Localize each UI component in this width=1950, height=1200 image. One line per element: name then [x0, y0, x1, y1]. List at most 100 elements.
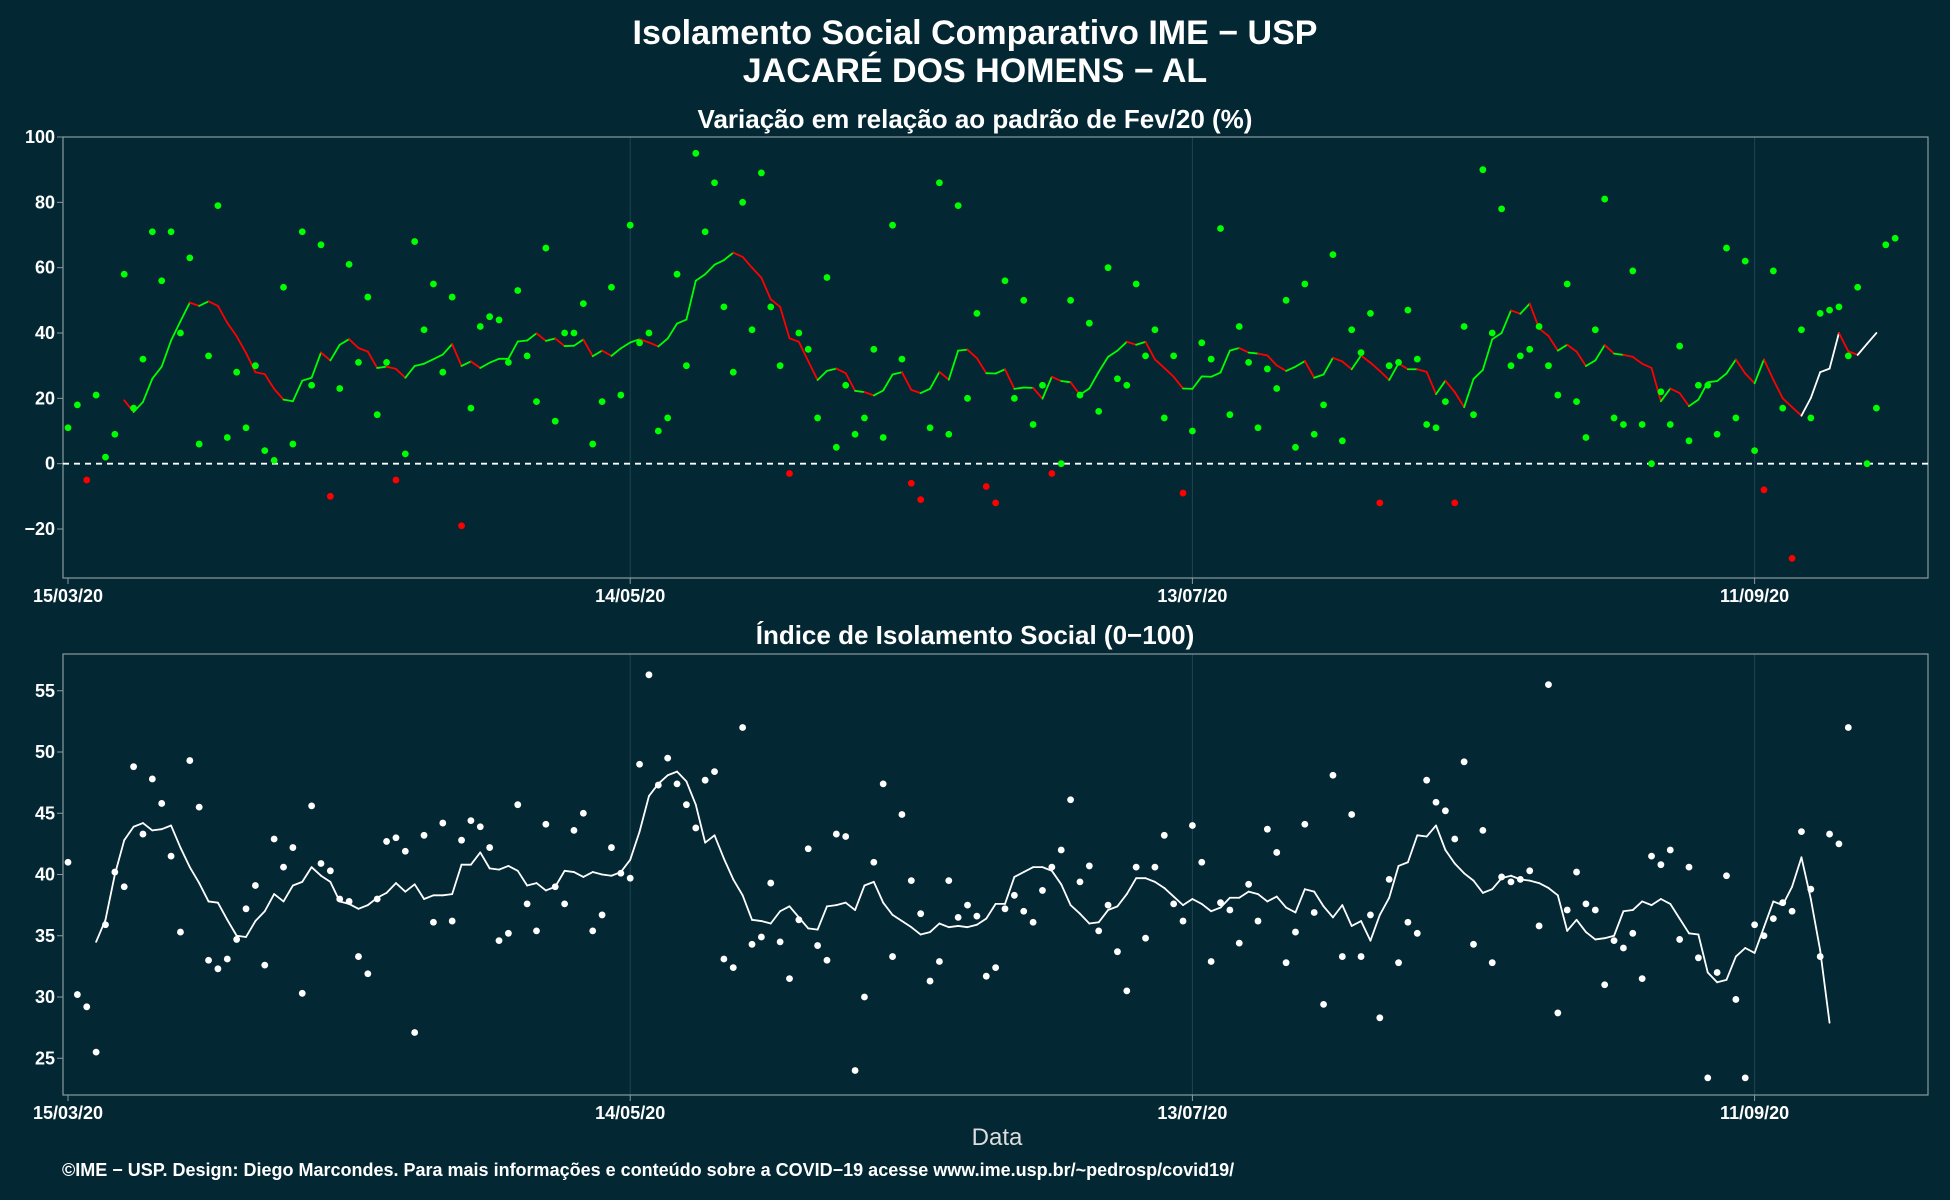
data-point — [1676, 342, 1684, 350]
moving-average-segment — [704, 263, 716, 276]
data-point — [1638, 421, 1646, 428]
moving-average-segment — [1547, 887, 1559, 897]
data-point — [701, 228, 709, 236]
moving-average-segment — [263, 893, 276, 913]
data-point — [1329, 771, 1337, 779]
moving-average-segment — [732, 251, 744, 258]
y-tick-label: 25 — [35, 1048, 55, 1068]
moving-average-segment — [1603, 934, 1615, 940]
moving-average-segment — [1463, 872, 1475, 882]
data-point — [1751, 447, 1758, 454]
moving-average-segment — [1107, 349, 1119, 358]
moving-average-segment — [1191, 375, 1203, 390]
data-point — [214, 202, 222, 210]
moving-average-segment — [1725, 955, 1737, 981]
data-point — [1198, 339, 1206, 347]
moving-average-segment — [1041, 375, 1053, 400]
data-point — [420, 326, 428, 334]
moving-average-segment — [282, 398, 294, 403]
moving-average-segment — [198, 882, 210, 903]
data-point — [1423, 776, 1431, 784]
moving-average-segment — [395, 368, 407, 379]
moving-average-segment — [947, 925, 960, 929]
moving-average-segment — [844, 372, 856, 392]
data-point — [102, 921, 109, 929]
moving-average-segment — [573, 871, 585, 878]
moving-average-segment — [160, 824, 172, 831]
data-point — [1423, 421, 1431, 428]
moving-average-segment — [1125, 340, 1138, 346]
data-point — [861, 414, 868, 422]
moving-average-segment — [1004, 368, 1016, 390]
moving-average-segment — [1641, 362, 1653, 369]
moving-average-segment — [404, 365, 416, 379]
data-point — [992, 499, 1000, 507]
data-point — [1741, 1074, 1749, 1082]
moving-average-segment — [1050, 375, 1063, 382]
moving-average-segment — [423, 358, 435, 365]
moving-average-segment — [1097, 355, 1109, 373]
data-point — [1488, 959, 1496, 967]
data-point — [926, 977, 934, 985]
data-point — [1235, 939, 1243, 947]
moving-average-segment — [123, 825, 135, 842]
moving-average-segment — [1416, 368, 1428, 373]
moving-average-segment — [929, 922, 941, 933]
data-point — [1254, 917, 1262, 925]
y-tick-label: 0 — [45, 454, 55, 474]
moving-average-segment — [1238, 347, 1250, 354]
data-point — [1779, 404, 1787, 412]
data-point — [1854, 283, 1862, 291]
data-point — [355, 953, 362, 960]
moving-average-segment — [1228, 347, 1241, 352]
plot-frame — [62, 136, 1929, 579]
data-point — [430, 918, 437, 926]
moving-average-segment — [1050, 869, 1063, 886]
moving-average-segment — [170, 320, 182, 342]
data-point — [364, 970, 372, 978]
moving-average-segment — [488, 357, 500, 364]
data-point — [654, 781, 662, 789]
data-point — [1048, 863, 1056, 871]
data-point — [1751, 921, 1758, 929]
data-point — [1245, 359, 1253, 366]
data-point — [1844, 724, 1852, 731]
data-point — [982, 483, 990, 490]
data-point — [73, 991, 81, 998]
moving-average-segment — [1631, 355, 1644, 365]
moving-average-segment — [769, 910, 782, 925]
panel-2-title: Índice de Isolamento Social (0−100) — [756, 620, 1195, 650]
data-point — [954, 202, 962, 210]
data-point — [814, 414, 821, 422]
x-tick-label: 13/07/20 — [1157, 586, 1227, 606]
data-point — [729, 964, 737, 971]
data-point — [1816, 953, 1824, 960]
moving-average-segment — [291, 379, 304, 403]
data-point — [1835, 303, 1843, 311]
moving-average-segment — [132, 822, 144, 828]
moving-average-segment — [685, 780, 697, 806]
data-point — [148, 228, 156, 236]
data-point — [1104, 264, 1112, 272]
moving-average-segment — [348, 338, 360, 349]
data-point — [551, 883, 559, 891]
data-point — [711, 768, 718, 775]
data-point — [964, 901, 971, 909]
data-point — [326, 867, 334, 875]
data-point — [898, 811, 906, 818]
moving-average-segment — [160, 339, 172, 368]
moving-average-segment — [929, 370, 941, 390]
moving-average-segment — [582, 338, 594, 358]
data-point — [1563, 280, 1571, 288]
data-point — [1460, 323, 1468, 330]
data-point — [551, 417, 559, 425]
moving-average-segment — [1210, 371, 1222, 378]
data-point — [1545, 362, 1552, 370]
moving-average-segment — [854, 884, 866, 911]
y-tick-label: 40 — [35, 323, 55, 343]
moving-average-segment — [376, 365, 388, 369]
data-point — [504, 359, 512, 366]
data-point — [701, 776, 709, 784]
moving-average-segment — [254, 910, 266, 922]
moving-average-segment — [1416, 834, 1428, 838]
